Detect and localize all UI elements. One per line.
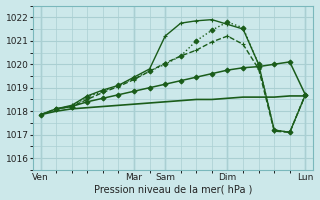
X-axis label: Pression niveau de la mer( hPa ): Pression niveau de la mer( hPa )	[94, 184, 252, 194]
